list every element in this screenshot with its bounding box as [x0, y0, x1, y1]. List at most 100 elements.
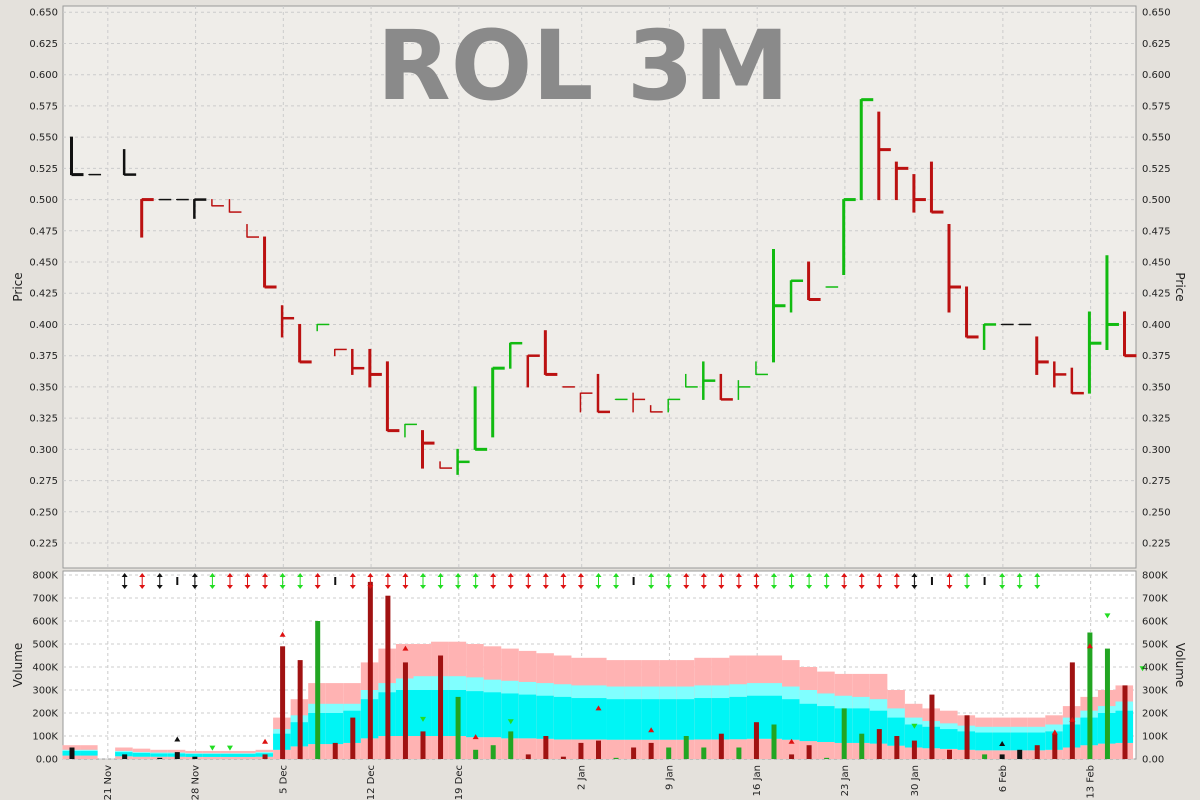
volume-top-arrow — [455, 573, 462, 589]
volume-top-arrow-down — [402, 585, 409, 589]
volume-top-arrow — [753, 573, 760, 589]
volume-top-arrow-up — [858, 573, 865, 577]
volume-bar — [367, 581, 373, 759]
ohlc-bar — [263, 236, 277, 289]
ohlc-bar — [632, 392, 646, 413]
volume-bars — [69, 581, 1128, 759]
ohlc-bar — [88, 173, 102, 176]
volume-top-arrow-down — [858, 585, 865, 589]
x-axis-date-label: 21 Nov — [103, 765, 114, 800]
ohlc-bar — [421, 430, 435, 469]
volume-top-arrow-down — [911, 585, 918, 589]
volume-top-arrow-down — [665, 585, 672, 589]
volume-top-arrow-up — [841, 573, 848, 577]
volume-top-arrow — [735, 573, 742, 589]
volume-left-ticks: 0.00 100K 200K 300K 400K 500K 600K 700K 800K — [32, 571, 58, 766]
volume-top-arrow — [788, 573, 795, 589]
volume-top-arrow-down — [1034, 585, 1041, 589]
volume-marker — [507, 719, 514, 725]
volume-top-arrow-up — [244, 573, 251, 577]
volume-marker — [420, 716, 426, 722]
volume-band-column — [641, 660, 660, 759]
volume-marker — [1086, 643, 1093, 649]
volume-marker — [911, 723, 918, 729]
volume-bar — [666, 747, 672, 759]
volume-band-column — [150, 749, 168, 759]
volume-top-arrow — [279, 573, 286, 589]
volume-bar — [1052, 733, 1058, 759]
volume-top-arrow — [1034, 573, 1041, 589]
volume-band-inner — [325, 713, 344, 745]
price-tick-label-right: 0.400 — [1142, 320, 1171, 331]
ohlc-bar — [825, 286, 839, 288]
ohlc-bar — [176, 198, 189, 201]
volume-band-column — [466, 644, 484, 759]
volume-tick-label-right: 200K — [1142, 709, 1168, 720]
volume-top-arrow-down — [806, 585, 813, 589]
price-tick-label-right: 0.475 — [1142, 226, 1171, 237]
volume-top-arrow — [683, 573, 690, 589]
volume-top-arrow-down — [788, 585, 795, 589]
volume-bar — [718, 733, 724, 759]
price-tick-label-left: 0.375 — [29, 351, 58, 362]
volume-top-arrow — [472, 573, 479, 589]
volume-band-column — [483, 646, 502, 759]
volume-bar — [789, 754, 795, 759]
volume-bar — [859, 733, 865, 759]
volume-bar — [1104, 648, 1110, 759]
volume-band-inner — [238, 753, 256, 757]
volume-top-arrow-down — [191, 585, 198, 589]
volume-top-arrow-down — [209, 585, 216, 589]
volume-bar — [911, 740, 917, 759]
volume-bar — [1017, 749, 1023, 759]
volume-top-arrow — [121, 573, 128, 589]
volume-top-arrow — [841, 573, 848, 589]
price-tick-label-right: 0.275 — [1142, 476, 1171, 487]
ohlc-bar — [579, 392, 593, 413]
volume-band-column — [571, 657, 589, 759]
ohlc-bar — [193, 198, 207, 219]
volume-top-arrow-up — [683, 573, 690, 577]
volume-marker — [402, 645, 409, 651]
volume-top-arrow-up — [595, 573, 602, 577]
price-gridlines — [63, 6, 1136, 568]
volume-bar — [841, 708, 847, 759]
volume-band-column — [80, 745, 98, 759]
volume-top-arrow-up — [384, 573, 391, 577]
volume-top-arrow-up — [718, 573, 725, 577]
volume-band-inner — [975, 732, 993, 751]
volume-band-column — [992, 717, 1011, 759]
volume-top-arrow — [139, 573, 146, 589]
ohlc-bar — [894, 161, 909, 201]
volume-top-arrow-down — [946, 585, 953, 589]
price-tick-label-left: 0.625 — [29, 39, 58, 50]
ohlc-bar — [246, 224, 259, 238]
volume-band-inner — [992, 732, 1011, 751]
volume-top-arrow-down — [1016, 585, 1023, 589]
volume-band-column — [711, 657, 730, 759]
volume-top-arrow — [718, 573, 725, 589]
price-tick-label-left: 0.425 — [29, 289, 58, 300]
ohlc-bar — [122, 149, 137, 176]
volume-bar — [753, 722, 759, 759]
ohlc-bar — [649, 405, 663, 413]
price-tick-label-left: 0.650 — [29, 8, 58, 19]
volume-top-arrow-up — [226, 573, 233, 577]
price-ohlc-bars — [70, 98, 1137, 475]
volume-bar — [1069, 662, 1075, 759]
price-tick-label-left: 0.525 — [29, 164, 58, 175]
ohlc-bar — [543, 330, 558, 376]
volume-top-arrow-down — [297, 585, 304, 589]
volume-top-arrow-down — [683, 585, 690, 589]
volume-band-column — [904, 703, 923, 759]
volume-top-arrow — [665, 573, 672, 589]
volume-top-arrow-down — [577, 585, 584, 589]
volume-top-arrow — [507, 573, 514, 589]
volume-band-inner — [220, 753, 238, 757]
volume-marker — [262, 738, 269, 744]
price-tick-label-left: 0.400 — [29, 320, 58, 331]
volume-top-arrow-up — [437, 573, 444, 577]
volume-top-arrow-up — [191, 573, 198, 577]
ohlc-bar — [1070, 367, 1084, 395]
volume-top-arrow-down — [841, 585, 848, 589]
